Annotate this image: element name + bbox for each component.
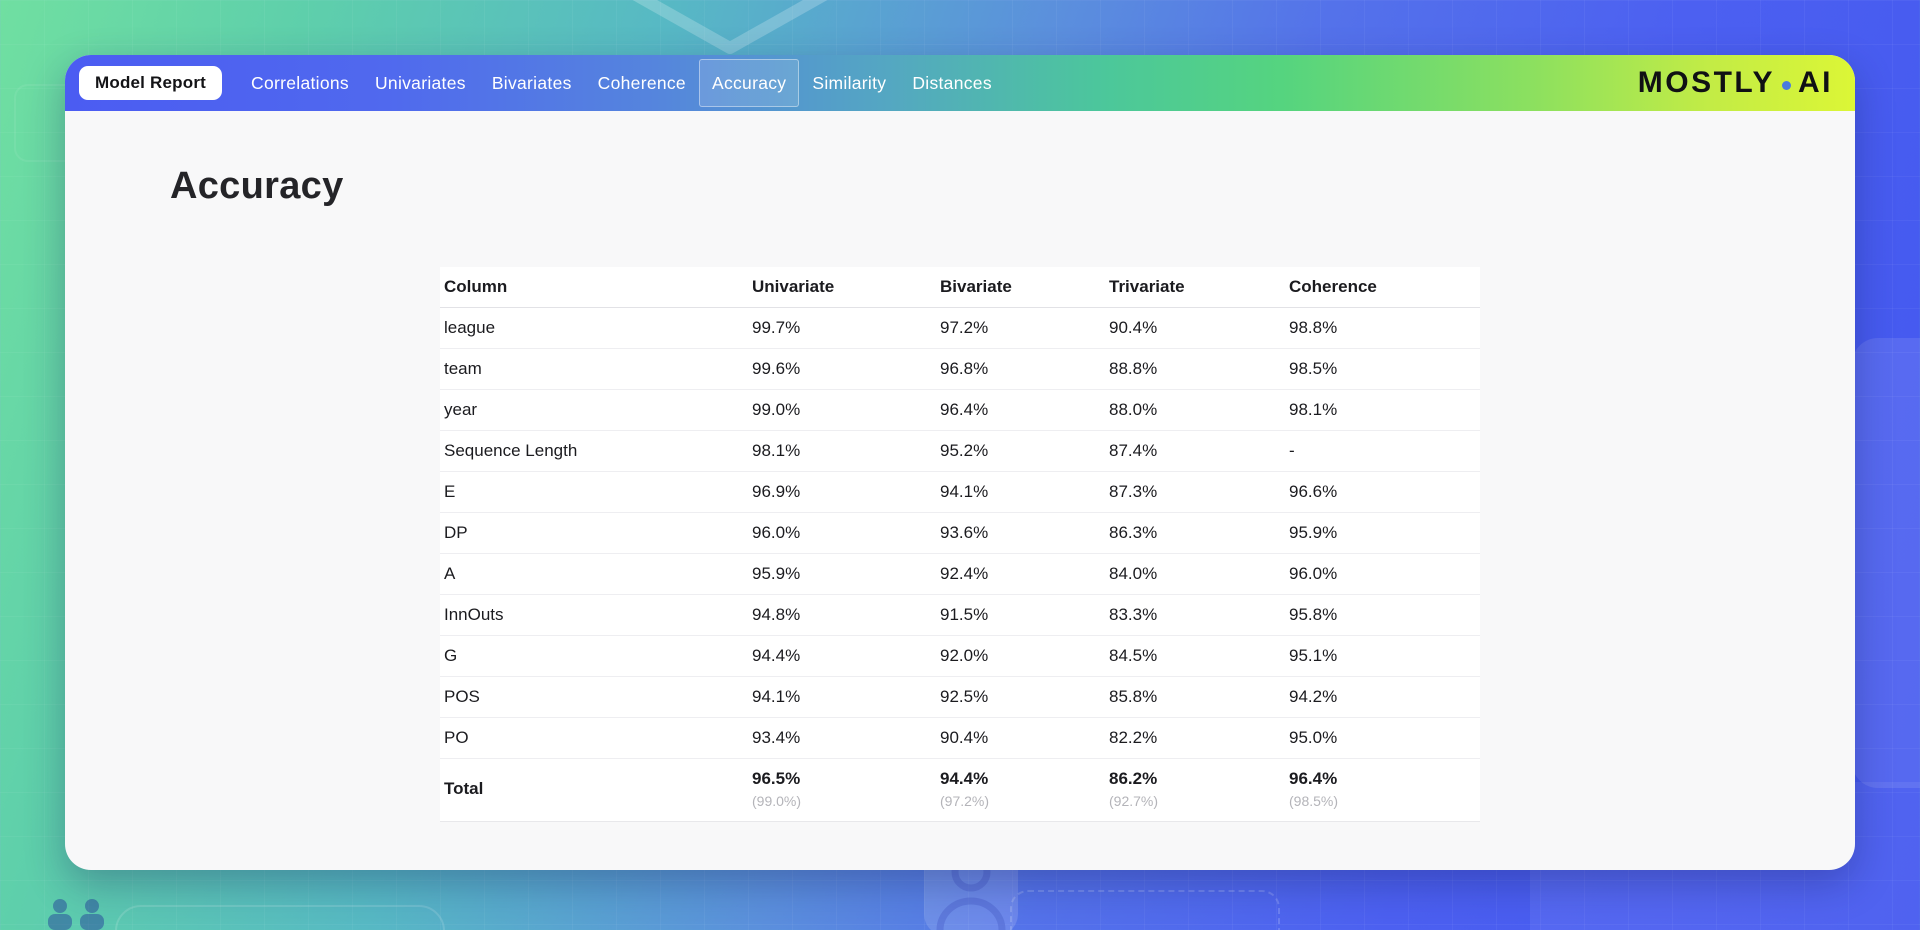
total-coherence-sub: (98.5%): [1289, 793, 1339, 809]
table-row: POS 94.1% 92.5% 85.8% 94.2%: [440, 676, 1480, 718]
background-outline-rect-bottom: [115, 905, 445, 930]
logo-dot-icon: [1782, 80, 1791, 90]
nav-item-bivariates[interactable]: Bivariates: [479, 59, 585, 107]
table-header: Column Univariate Bivariate Trivariate C…: [440, 267, 1480, 308]
people-silhouette-icon: [48, 899, 104, 930]
header-bivariate: Bivariate: [936, 267, 1105, 308]
nav-item-accuracy[interactable]: Accuracy: [698, 59, 800, 107]
header-coherence: Coherence: [1285, 267, 1480, 308]
table-row: A 95.9% 92.4% 84.0% 96.0%: [440, 553, 1480, 595]
nav-item-correlations[interactable]: Correlations: [238, 59, 362, 107]
table-row: DP 96.0% 93.6% 86.3% 95.9%: [440, 512, 1480, 554]
table-row: team 99.6% 96.8% 88.8% 98.5%: [440, 348, 1480, 390]
table-footer: Total 96.5% (99.0%) 94.4% (97.2%) 86.2% …: [440, 758, 1480, 822]
background-panel-right: [1852, 338, 1920, 788]
header-univariate: Univariate: [748, 267, 936, 308]
nav-item-similarity[interactable]: Similarity: [799, 59, 899, 107]
table-body: league 99.7% 97.2% 90.4% 98.8% team 99.6% 96.8…: [440, 307, 1480, 759]
report-content: Accuracy Column Univariate Bivariate Tri…: [65, 111, 1855, 870]
table-row: league 99.7% 97.2% 90.4% 98.8%: [440, 307, 1480, 349]
logo-text-right: AI: [1798, 66, 1833, 99]
header-trivariate: Trivariate: [1105, 267, 1285, 308]
header-column: Column: [440, 267, 748, 308]
total-univariate-sub: (99.0%): [752, 793, 802, 809]
nav-item-coherence[interactable]: Coherence: [585, 59, 699, 107]
background-dashed-rect: [1010, 890, 1280, 930]
top-navigation: Model Report Correlations Univariates Biva…: [65, 55, 1855, 111]
total-trivariate: 86.2%: [1109, 769, 1158, 788]
total-label: Total: [440, 758, 748, 822]
nav-items: Correlations Univariates Bivariates Coheren…: [238, 59, 1005, 107]
table-row: year 99.0% 96.4% 88.0% 98.1%: [440, 389, 1480, 431]
page-title: Accuracy: [170, 165, 344, 207]
total-coherence: 96.4%: [1289, 769, 1338, 788]
nav-item-distances[interactable]: Distances: [899, 59, 1005, 107]
total-bivariate-sub: (97.2%): [940, 793, 990, 809]
nav-item-univariates[interactable]: Univariates: [362, 59, 479, 107]
table-row: PO 93.4% 90.4% 82.2% 95.0%: [440, 717, 1480, 759]
total-univariate: 96.5%: [752, 769, 801, 788]
total-trivariate-sub: (92.7%): [1109, 793, 1159, 809]
table-total-row: Total 96.5% (99.0%) 94.4% (97.2%) 86.2% …: [440, 758, 1480, 822]
table-row: InnOuts 94.8% 91.5% 83.3% 95.8%: [440, 594, 1480, 636]
accuracy-table: Column Univariate Bivariate Trivariate C…: [440, 267, 1480, 822]
table-row: G 94.4% 92.0% 84.5% 95.1%: [440, 635, 1480, 677]
model-report-badge[interactable]: Model Report: [79, 66, 223, 100]
table-row: E 96.9% 94.1% 87.3% 96.6%: [440, 471, 1480, 513]
total-bivariate: 94.4%: [940, 769, 989, 788]
report-card: Model Report Correlations Univariates Biva…: [65, 55, 1855, 870]
mostly-ai-logo[interactable]: MOSTLY AI: [1638, 66, 1833, 100]
table-row: Sequence Length 98.1% 95.2% 87.4% -: [440, 430, 1480, 472]
logo-text-left: MOSTLY: [1637, 66, 1775, 99]
